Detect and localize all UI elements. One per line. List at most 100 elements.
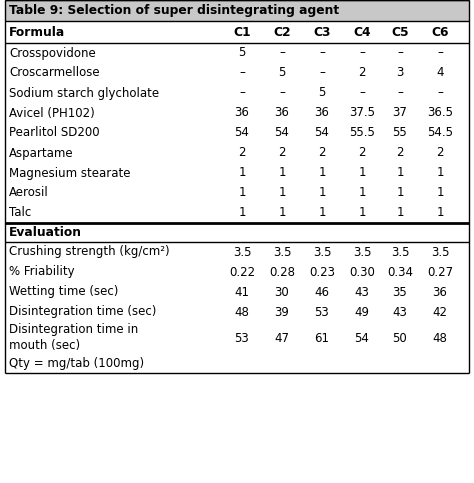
Text: Crosspovidone: Crosspovidone <box>9 46 96 59</box>
Text: 1: 1 <box>318 167 326 180</box>
Text: 1: 1 <box>396 207 404 219</box>
Text: 36: 36 <box>274 106 290 119</box>
Text: C4: C4 <box>353 26 371 39</box>
Text: C6: C6 <box>431 26 449 39</box>
Text: –: – <box>239 67 245 80</box>
Text: 2: 2 <box>436 146 444 159</box>
Text: % Friability: % Friability <box>9 266 74 279</box>
Text: 0.22: 0.22 <box>229 266 255 279</box>
Text: Pearlitol SD200: Pearlitol SD200 <box>9 127 100 140</box>
Text: Qty = mg/tab (100mg): Qty = mg/tab (100mg) <box>9 357 144 370</box>
Text: –: – <box>359 86 365 99</box>
Text: Table 9: Selection of super disintegrating agent: Table 9: Selection of super disintegrati… <box>9 4 339 17</box>
Text: 36.5: 36.5 <box>427 106 453 119</box>
Text: 0.28: 0.28 <box>269 266 295 279</box>
Text: 3.5: 3.5 <box>353 245 371 258</box>
Text: 36: 36 <box>433 285 447 298</box>
Text: 3.5: 3.5 <box>273 245 291 258</box>
Text: Disintegration time (sec): Disintegration time (sec) <box>9 306 156 318</box>
Text: 1: 1 <box>318 186 326 199</box>
Text: –: – <box>359 46 365 59</box>
Text: 54: 54 <box>355 331 369 344</box>
Text: 1: 1 <box>358 167 366 180</box>
Text: 55: 55 <box>392 127 407 140</box>
Text: 50: 50 <box>392 331 407 344</box>
Text: 43: 43 <box>392 306 408 318</box>
Text: 3.5: 3.5 <box>313 245 331 258</box>
Text: 0.23: 0.23 <box>309 266 335 279</box>
Text: 46: 46 <box>315 285 329 298</box>
Text: Talc: Talc <box>9 207 31 219</box>
Text: 2: 2 <box>358 67 366 80</box>
Text: 5: 5 <box>278 67 286 80</box>
Text: 1: 1 <box>238 186 246 199</box>
Text: C2: C2 <box>273 26 291 39</box>
Text: 54: 54 <box>274 127 290 140</box>
Text: 48: 48 <box>235 306 249 318</box>
Text: 54: 54 <box>315 127 329 140</box>
Text: 2: 2 <box>396 146 404 159</box>
Text: –: – <box>397 46 403 59</box>
Text: 55.5: 55.5 <box>349 127 375 140</box>
Text: 1: 1 <box>278 207 286 219</box>
Text: Evaluation: Evaluation <box>9 226 82 239</box>
Text: 35: 35 <box>392 285 407 298</box>
Text: Magnesium stearate: Magnesium stearate <box>9 167 130 180</box>
Text: 1: 1 <box>436 167 444 180</box>
Text: 54.5: 54.5 <box>427 127 453 140</box>
Text: 1: 1 <box>396 167 404 180</box>
Text: 1: 1 <box>278 167 286 180</box>
Text: 54: 54 <box>235 127 249 140</box>
Text: Avicel (PH102): Avicel (PH102) <box>9 106 95 119</box>
Text: 0.34: 0.34 <box>387 266 413 279</box>
Text: –: – <box>397 86 403 99</box>
Text: 1: 1 <box>358 207 366 219</box>
Text: 2: 2 <box>278 146 286 159</box>
Text: 36: 36 <box>235 106 249 119</box>
Text: –: – <box>279 46 285 59</box>
Text: 1: 1 <box>436 186 444 199</box>
Text: Wetting time (sec): Wetting time (sec) <box>9 285 118 298</box>
Text: –: – <box>437 86 443 99</box>
Text: 3.5: 3.5 <box>233 245 251 258</box>
Text: 53: 53 <box>235 331 249 344</box>
Text: 47: 47 <box>274 331 290 344</box>
Text: 1: 1 <box>358 186 366 199</box>
Text: 3.5: 3.5 <box>391 245 409 258</box>
Text: 3: 3 <box>396 67 404 80</box>
Text: C1: C1 <box>233 26 251 39</box>
Text: C3: C3 <box>313 26 331 39</box>
Text: 48: 48 <box>433 331 447 344</box>
Text: 2: 2 <box>318 146 326 159</box>
Text: –: – <box>319 67 325 80</box>
Text: 1: 1 <box>238 167 246 180</box>
Text: 39: 39 <box>274 306 290 318</box>
Text: 0.27: 0.27 <box>427 266 453 279</box>
Text: 36: 36 <box>315 106 329 119</box>
Text: 2: 2 <box>358 146 366 159</box>
Text: 61: 61 <box>315 331 329 344</box>
Text: Aerosil: Aerosil <box>9 186 49 199</box>
Text: –: – <box>319 46 325 59</box>
Text: Sodium starch glycholate: Sodium starch glycholate <box>9 86 159 99</box>
Text: Disintegration time in
mouth (sec): Disintegration time in mouth (sec) <box>9 324 138 353</box>
Text: 53: 53 <box>315 306 329 318</box>
Text: 43: 43 <box>355 285 369 298</box>
Text: 4: 4 <box>436 67 444 80</box>
Text: 41: 41 <box>235 285 249 298</box>
Text: 2: 2 <box>238 146 246 159</box>
Text: Aspartame: Aspartame <box>9 146 73 159</box>
Text: Crushing strength (kg/cm²): Crushing strength (kg/cm²) <box>9 245 170 258</box>
Text: Croscarmellose: Croscarmellose <box>9 67 100 80</box>
Text: 37: 37 <box>392 106 408 119</box>
Text: 1: 1 <box>238 207 246 219</box>
Text: –: – <box>279 86 285 99</box>
Text: 30: 30 <box>274 285 289 298</box>
Text: 0.30: 0.30 <box>349 266 375 279</box>
Text: 1: 1 <box>318 207 326 219</box>
Text: C5: C5 <box>391 26 409 39</box>
Text: 1: 1 <box>278 186 286 199</box>
Text: 3.5: 3.5 <box>431 245 449 258</box>
Bar <box>5 0 469 21</box>
Text: 1: 1 <box>436 207 444 219</box>
